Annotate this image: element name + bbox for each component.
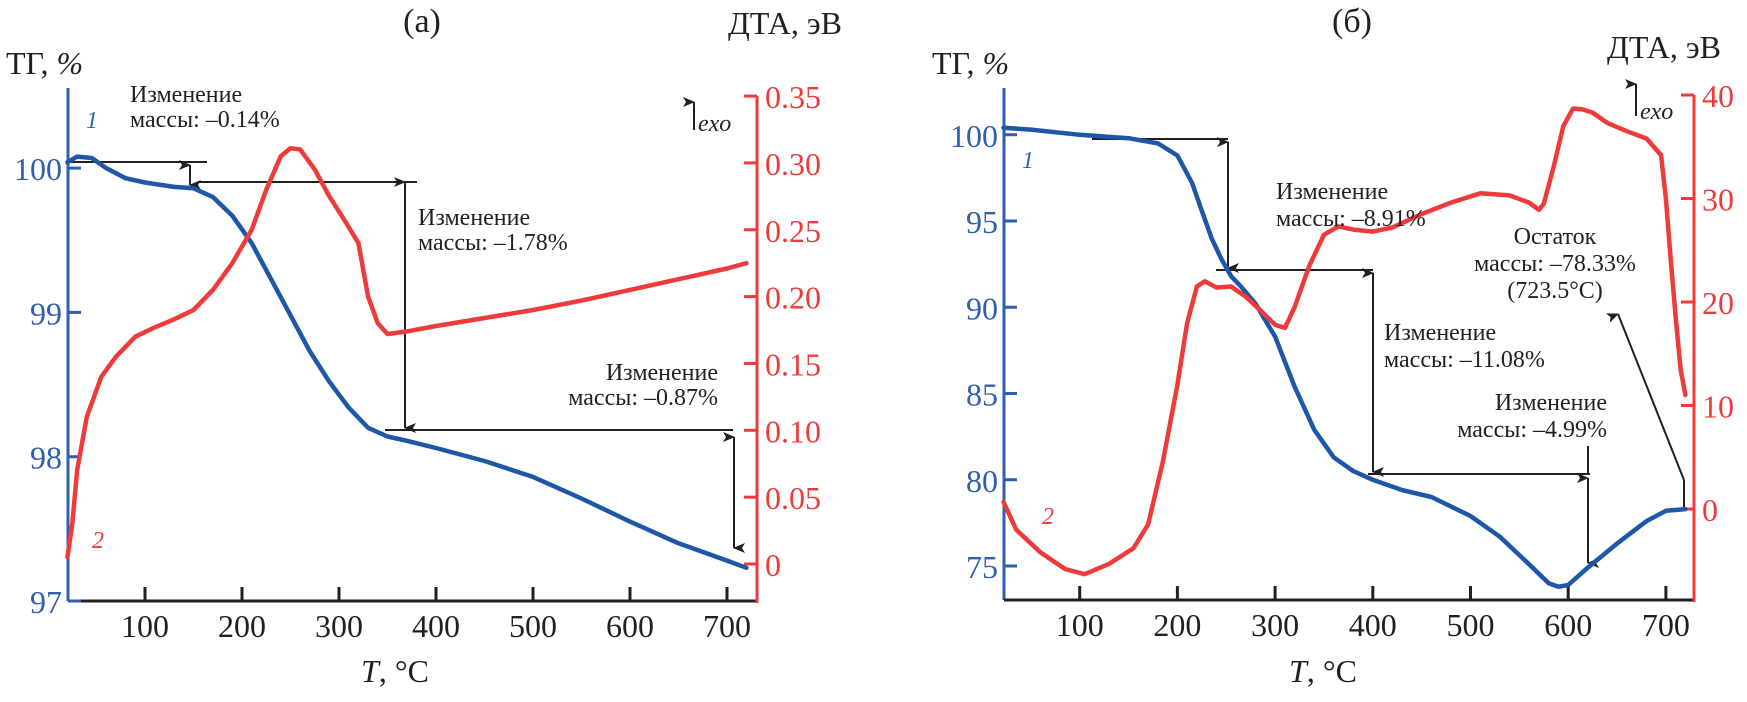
panel-b-annotations xyxy=(1092,137,1685,568)
panel-b-annotation-3-line1: Изменение xyxy=(1495,390,1607,416)
panel-a-annotations xyxy=(68,160,745,553)
panel-b-curve-1-label: 1 xyxy=(1022,148,1034,174)
panel-a-x-tick-label: 300 xyxy=(315,608,363,644)
panel-b-annotation-1-line1: Изменение xyxy=(1276,179,1388,205)
panel-a: (a) ТГ, % ДТА, эВ exo 100 200 300 400 500 600… xyxy=(6,3,842,689)
panel-b-annotation-4-line1: Остаток xyxy=(1514,224,1597,250)
panel-b-dta-tick-label: 40 xyxy=(1702,78,1734,114)
panel-a-tg-tick-label: 98 xyxy=(30,440,62,476)
panel-a-dta-tick-label: 0.30 xyxy=(765,146,821,182)
panel-a-x-tick-label: 400 xyxy=(412,608,460,644)
panel-b-dta-curve xyxy=(1001,106,1688,577)
panel-b-annotation-3-line2: массы: –4.99% xyxy=(1457,417,1607,443)
panel-a-x-tick-label: 600 xyxy=(606,608,654,644)
panel-a-dta-tick-label: 0.20 xyxy=(765,280,821,316)
panel-b-dta-axis-label: ДТА, эВ xyxy=(1607,29,1721,65)
panel-a-dta-tick-label: 0 xyxy=(765,547,781,583)
panel-a-tg-tick-label: 97 xyxy=(30,584,62,620)
panel-a-title: (a) xyxy=(403,3,441,40)
panel-a-axes: 100 200 300 400 500 600 700 97 98 99 100 0 0.05 0.10 0… xyxy=(14,79,821,644)
panel-b-tg-tick-label: 95 xyxy=(966,204,998,240)
panel-b-x-tick-label: 400 xyxy=(1349,607,1397,643)
panel-a-tg-axis-label: ТГ, % xyxy=(6,45,83,81)
panel-b-title: (б) xyxy=(1332,3,1372,40)
panel-b-dta-tick-label: 30 xyxy=(1702,182,1734,218)
panel-a-dta-curve xyxy=(65,145,749,560)
panel-a-dta-tick-label: 0.05 xyxy=(765,480,821,516)
panel-b-exo-label: exo xyxy=(1640,99,1673,125)
panel-b-x-tick-label: 100 xyxy=(1056,607,1104,643)
panel-a-x-tick-label: 200 xyxy=(218,608,266,644)
panel-b-x-tick-label: 700 xyxy=(1642,607,1690,643)
panel-a-annotation-3-line2: массы: –0.87% xyxy=(568,385,718,411)
panel-b-annotation-4-line3: (723.5°C) xyxy=(1507,278,1603,304)
panel-a-tg-tick-label: 100 xyxy=(14,151,62,187)
panel-b-annotation-4-line2: массы: –78.33% xyxy=(1474,251,1636,277)
panel-b: (б) ТГ, % ДТА, эВ exo 100 200 300 400 500 600… xyxy=(932,3,1734,689)
panel-a-curves xyxy=(65,145,749,571)
panel-b-dta-tick-label: 10 xyxy=(1702,389,1734,425)
panel-a-x-tick-label: 500 xyxy=(509,608,557,644)
panel-b-axes: 100 200 300 400 500 600 700 75 80 85 90 95 100 0 10 20 3… xyxy=(950,78,1734,643)
panel-a-annotation-2-line2: массы: –1.78% xyxy=(418,230,568,256)
panel-a-annotation-3-line1: Изменение xyxy=(606,360,718,386)
panel-b-tg-tick-label: 85 xyxy=(966,377,998,413)
panel-b-x-tick-label: 300 xyxy=(1251,607,1299,643)
panel-a-exo-indicator: exo xyxy=(683,97,731,137)
panel-b-tg-curve xyxy=(1001,125,1688,589)
panel-b-tg-tick-label: 100 xyxy=(950,118,998,154)
panel-a-dta-axis-label: ДТА, эВ xyxy=(728,5,842,41)
panel-b-annotation-2-line1: Изменение xyxy=(1384,320,1496,346)
panel-b-x-axis-label: T, °C xyxy=(1289,653,1357,689)
panel-b-annotation-1-line2: массы: –8.91% xyxy=(1276,206,1426,232)
panel-a-annotation-2-line1: Изменение xyxy=(418,205,530,231)
panel-a-dta-tick-label: 0.10 xyxy=(765,413,821,449)
panel-b-tg-tick-label: 80 xyxy=(966,463,998,499)
panel-b-tg-tick-label: 75 xyxy=(966,549,998,585)
panel-a-dta-tick-label: 0.35 xyxy=(765,79,821,115)
panel-a-curve-2-label: 2 xyxy=(92,528,104,554)
panel-a-exo-label: exo xyxy=(698,111,731,137)
panel-b-tg-axis-label: ТГ, % xyxy=(932,45,1009,81)
panel-b-x-tick-label: 500 xyxy=(1447,607,1495,643)
panel-b-dta-tick-label: 20 xyxy=(1702,285,1734,321)
panel-b-x-tick-label: 600 xyxy=(1544,607,1592,643)
panel-b-exo-indicator: exo xyxy=(1625,79,1673,125)
panel-a-annotation-1-line2: массы: –0.14% xyxy=(130,107,280,133)
panel-b-curves xyxy=(1001,106,1688,589)
panel-b-dta-tick-label: 0 xyxy=(1702,492,1718,528)
panel-a-dta-tick-label: 0.25 xyxy=(765,213,821,249)
panel-b-tg-tick-label: 90 xyxy=(966,290,998,326)
panel-a-dta-tick-label: 0.15 xyxy=(765,346,821,382)
panel-a-x-tick-label: 700 xyxy=(703,608,751,644)
panel-b-x-tick-label: 200 xyxy=(1153,607,1201,643)
panel-a-annotation-1-line1: Изменение xyxy=(130,82,242,108)
residue-pointer-arrow xyxy=(1605,313,1685,481)
panel-a-x-tick-label: 100 xyxy=(121,608,169,644)
panel-b-annotation-2-line2: массы: –11.08% xyxy=(1384,347,1545,373)
panel-a-tg-curve xyxy=(65,154,749,571)
panel-b-curve-2-label: 2 xyxy=(1042,504,1054,530)
panel-a-x-axis-label: T, °C xyxy=(361,653,429,689)
panel-a-curve-1-label: 1 xyxy=(86,108,98,134)
panel-a-tg-tick-label: 99 xyxy=(30,295,62,331)
